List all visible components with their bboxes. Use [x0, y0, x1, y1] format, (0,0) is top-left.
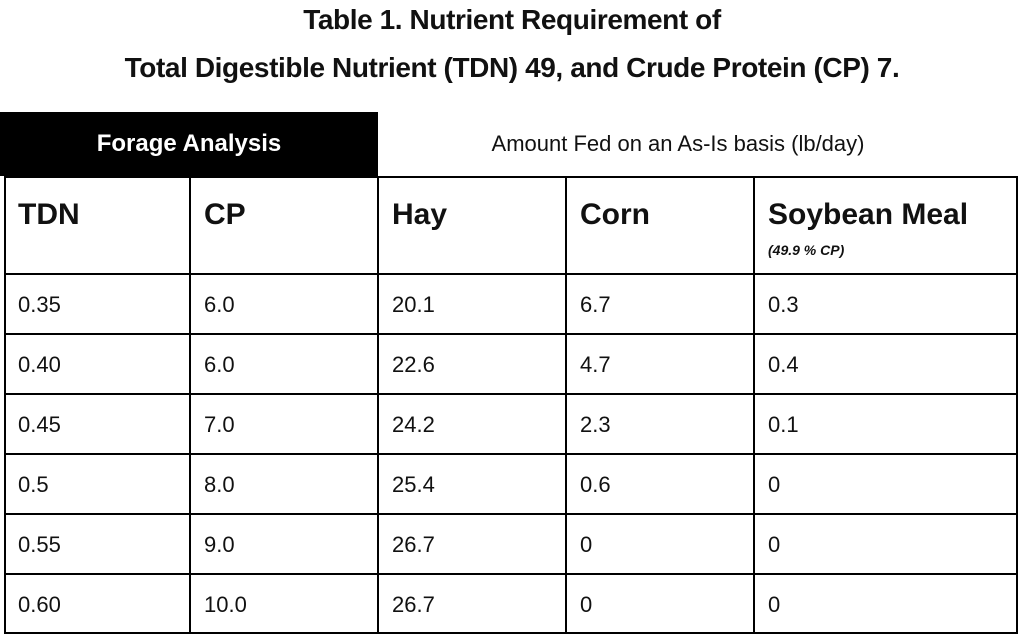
table-cell: 0 [580, 532, 593, 557]
row-divider [4, 393, 1018, 395]
row-divider [4, 273, 1018, 275]
table-cell: 7.0 [204, 412, 235, 437]
row-divider [4, 573, 1018, 575]
table-cell: 0.55 [18, 532, 61, 557]
table-cell: 4.7 [580, 352, 611, 377]
column-header: Soybean Meal [768, 198, 969, 231]
table-cell: 0.4 [768, 352, 799, 377]
table-cell: 9.0 [204, 532, 235, 557]
column-header: TDN [18, 198, 80, 231]
table-cell: 22.6 [392, 352, 435, 377]
table-cell: 0.1 [768, 412, 799, 437]
row-divider [4, 333, 1018, 335]
table-cell: 2.3 [580, 412, 611, 437]
table-cell: 0.35 [18, 292, 61, 317]
group-header: Forage Analysis [0, 112, 378, 176]
column-divider [565, 176, 567, 634]
table-cell: 0.60 [18, 592, 61, 617]
table-cell: 26.7 [392, 532, 435, 557]
table-cell: 0 [768, 472, 781, 497]
table-cell: 0.6 [580, 472, 611, 497]
table-cell: 0.45 [18, 412, 61, 437]
table-cell: 10.0 [204, 592, 247, 617]
table-cell: 6.0 [204, 352, 235, 377]
column-note: (49.9 % CP) [768, 242, 845, 258]
table-cell: 0.3 [768, 292, 799, 317]
group-header: Amount Fed on an As-Is basis (lb/day) [491, 131, 865, 156]
table-cell: 6.7 [580, 292, 611, 317]
table-cell: 0.5 [18, 472, 49, 497]
table-cell: 24.2 [392, 412, 435, 437]
table-cell: 26.7 [392, 592, 435, 617]
column-divider [189, 176, 191, 634]
title-line: Total Digestible Nutrient (TDN) 49, and … [124, 52, 900, 83]
row-divider [4, 453, 1018, 455]
table-cell: 0 [580, 592, 593, 617]
table-border [4, 176, 1018, 634]
column-divider [377, 176, 379, 634]
row-divider [4, 513, 1018, 515]
table-cell: 20.1 [392, 292, 435, 317]
table-cell: 8.0 [204, 472, 235, 497]
table-cell: 25.4 [392, 472, 435, 497]
column-header: Hay [392, 198, 448, 231]
column-divider [753, 176, 755, 634]
table-cell: 6.0 [204, 292, 235, 317]
table-cell: 0 [768, 592, 781, 617]
title-line: Table 1. Nutrient Requirement of [303, 4, 721, 35]
table-cell: 0 [768, 532, 781, 557]
column-header: CP [204, 198, 246, 231]
table-cell: 0.40 [18, 352, 61, 377]
column-header: Corn [580, 198, 650, 231]
